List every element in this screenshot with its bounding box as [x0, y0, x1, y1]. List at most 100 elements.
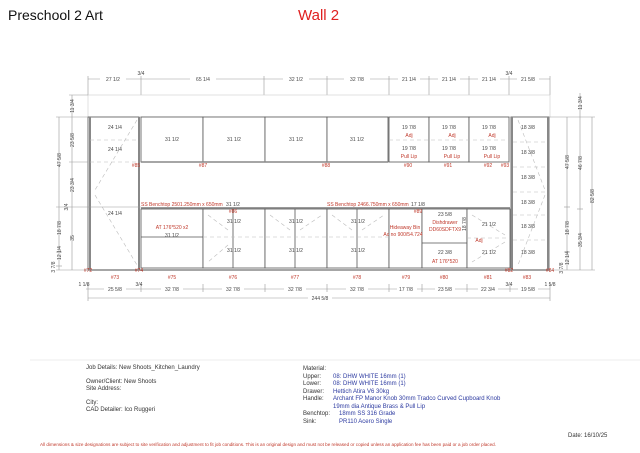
- materials: Material: Upper: 08: DHW WHITE 16mm (1) L…: [303, 366, 518, 426]
- unit-height: 19 7/8: [402, 146, 416, 152]
- dim-bottom: 32 7/8: [226, 287, 240, 293]
- dishdrawer-height: 18 7/8: [462, 217, 468, 231]
- tag: #79: [402, 275, 411, 281]
- tag: #93: [501, 163, 510, 169]
- tag: #76: [229, 275, 238, 281]
- dishdrawer-note: DD60SDFTX9: [429, 227, 461, 233]
- unit-height: 19 7/8: [442, 125, 456, 131]
- adj-note: Adj: [448, 133, 455, 139]
- disclaimer: All dimensions & size designations are s…: [40, 442, 496, 447]
- bulkhead: [87, 94, 551, 118]
- dishdrawer-note: Dishdrawer: [432, 220, 458, 226]
- tag: #73: [111, 275, 120, 281]
- dim-left: 12 1/4: [57, 246, 63, 260]
- dim-left: 18 7/8: [57, 221, 63, 235]
- dim-left: 23 3/4: [70, 178, 76, 192]
- lower-width: 31 1/2: [289, 219, 303, 225]
- material-value: Hettich Atira V6 30kg: [333, 388, 390, 395]
- benchtop-label: SS Benchtop 2466.750mm x 650mm: [327, 202, 409, 208]
- material-upper: Upper: 08: DHW WHITE 16mm (1): [303, 374, 518, 382]
- dim-overall: 244 5/8: [312, 296, 329, 302]
- material-value: PR110 Acero Single: [339, 418, 393, 425]
- lower-cabinets: SS Benchtop 2501.250mm x 650mm SS Bencht…: [88, 202, 550, 271]
- material-value: 18mm SS 316 Grade: [339, 411, 396, 417]
- dim-right: 3 7/8: [559, 262, 565, 273]
- tag: #74: [135, 268, 144, 274]
- dim-right: 35 3/4: [578, 233, 584, 247]
- lower-width: 21 1/2: [482, 222, 496, 228]
- unit-height: 19 7/8: [442, 146, 456, 152]
- material-key: Upper:: [303, 373, 322, 380]
- dim-top: 21 1/4: [482, 77, 496, 83]
- dim-top: 3/4: [506, 71, 513, 77]
- page-title: Preschool 2 Art: [8, 7, 103, 23]
- unit-height: 19 7/8: [402, 125, 416, 131]
- dim-bottom: 1 5/8: [544, 282, 555, 288]
- unit-height: 19 7/8: [482, 146, 496, 152]
- tall-right-size: 18 3/8: [521, 200, 535, 206]
- material-sink: Sink: PR110 Acero Single: [303, 419, 518, 427]
- dim-right: 47 5/8: [565, 155, 571, 169]
- tall-cabinet-left: 24 1/4 24 1/4 24 1/4: [87, 116, 140, 271]
- tag: #91: [444, 163, 453, 169]
- tall-left-size: 24 1/4: [108, 125, 122, 131]
- tall-right-size: 18 3/8: [521, 224, 535, 230]
- lower-width: 31 1/2: [289, 248, 303, 254]
- dim-bottom: 22 3/4: [481, 287, 495, 293]
- left-dimensions: 11 3/4 23 5/8 23 3/4 35 47 5/8 3/4 18 7/…: [51, 94, 141, 273]
- dim-bottom: 1 1/8: [78, 282, 89, 288]
- lower-width: 31 1/2: [165, 233, 179, 239]
- dim-left: 3 7/8: [51, 261, 57, 272]
- lower-width: 31 1/2: [227, 219, 241, 225]
- dim-bottom: 17 7/8: [399, 287, 413, 293]
- material-key: Drawer:: [303, 388, 325, 395]
- job-name: Job Details: New Shoots_Kitchen_Laundry: [86, 365, 200, 371]
- dim-top: 32 1/2: [289, 77, 303, 83]
- dim-top: 3/4: [138, 71, 145, 77]
- lower-width: 31 1/2: [227, 248, 241, 254]
- tag: #84: [546, 268, 555, 274]
- tall-right-size: 18 3/8: [521, 175, 535, 181]
- tall-cabinet-right: 18 3/8 18 3/8 18 3/8 18 3/8 18 3/8 18 3/…: [510, 116, 550, 271]
- dim-right: 11 3/4: [578, 96, 584, 110]
- material-value: Archant FP Manor Knob 30mm Tradco Curved…: [333, 396, 501, 410]
- dim-bottom: 3/4: [506, 282, 513, 288]
- bin-note: Hideaway Bin: [390, 225, 421, 231]
- owner-client: Owner/Client: New Shoots: [86, 378, 157, 385]
- upper-width: 31 1/2: [227, 137, 241, 143]
- dim-top: 27 1/2: [106, 77, 120, 83]
- dim-left: 23 5/8: [70, 133, 76, 147]
- material-key: Lower:: [303, 381, 322, 387]
- material-heading: Material:: [303, 366, 327, 372]
- tall-right-size: 18 3/8: [521, 125, 535, 131]
- material-key: Handle:: [303, 396, 324, 402]
- dim-top: 21 1/4: [402, 77, 416, 83]
- dim-right: 82 5/8: [590, 189, 596, 203]
- tall-left-size: 24 1/4: [108, 211, 122, 217]
- pull-lip-note: Pull Lip: [444, 154, 461, 160]
- pull-lip-note: Pull Lip: [401, 154, 418, 160]
- city: City:: [86, 399, 98, 406]
- dim-right: 18 7/8: [565, 221, 571, 235]
- overlap-dim: 31 1/2: [226, 202, 240, 208]
- tag: #86: [229, 209, 238, 215]
- lower-width: 31 1/2: [351, 248, 365, 254]
- material-lower: Lower: 08: DHW WHITE 16mm (1): [303, 381, 518, 389]
- adj-note: Adj: [475, 238, 482, 244]
- tall-right-size: 18 3/8: [521, 250, 535, 256]
- tag: #78: [353, 275, 362, 281]
- pull-lip-note: Pull Lip: [484, 154, 501, 160]
- tag: #90: [404, 163, 413, 169]
- wall-title: Wall 2: [298, 7, 340, 24]
- upper-width: 31 1/2: [350, 137, 364, 143]
- material-benchtop: Benchtop: 18mm SS 316 Grade: [303, 411, 518, 419]
- material-key: Benchtop:: [303, 411, 331, 417]
- benchtop-label: SS Benchtop 2501.250mm x 650mm: [141, 202, 223, 208]
- tag: #81: [484, 275, 493, 281]
- tag: #75: [168, 275, 177, 281]
- tag: #85: [132, 163, 141, 169]
- tag: #80: [440, 275, 449, 281]
- upper-lift-units: 19 7/8 Adj 19 7/8 Pull Lip 19 7/8 Adj 19…: [388, 116, 510, 163]
- adj-note: Adj: [405, 133, 412, 139]
